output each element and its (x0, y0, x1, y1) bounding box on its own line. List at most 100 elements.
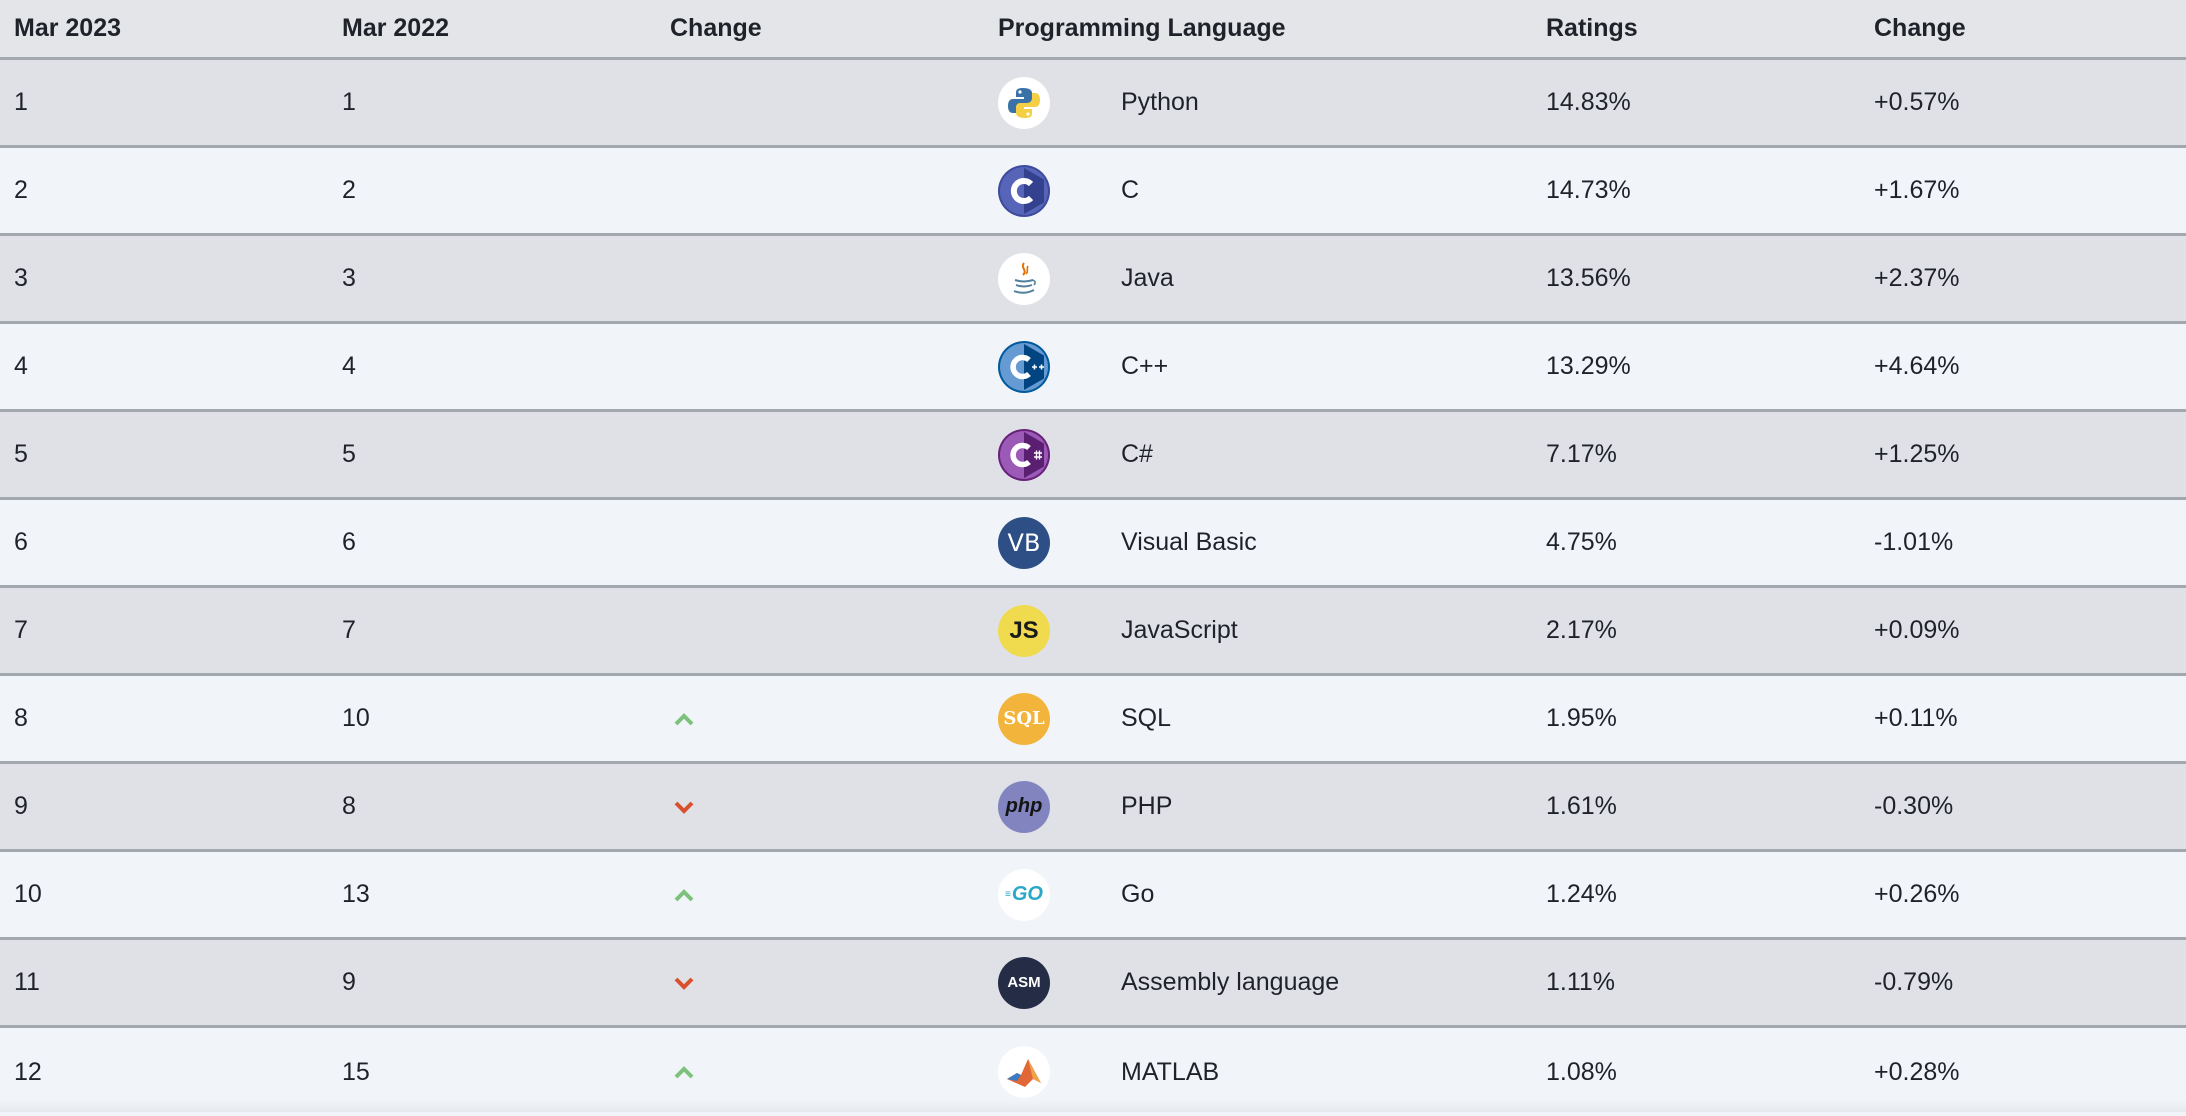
rank-mar-2023: 5 (14, 440, 28, 468)
rank-mar-2022: 7 (342, 616, 356, 644)
php-logo-icon: php (998, 780, 1050, 833)
rank-mar-2023: 3 (14, 264, 28, 292)
java-logo-icon (998, 252, 1050, 305)
rating-value: 1.95% (1546, 704, 1617, 732)
rank-mar-2022: 3 (342, 264, 356, 292)
rank-mar-2022: 6 (342, 528, 356, 556)
language-name[interactable]: MATLAB (1121, 1057, 1220, 1086)
rank-change-cell (670, 1028, 696, 1116)
language-name[interactable]: Go (1121, 880, 1155, 908)
c-logo-icon (998, 164, 1050, 217)
rating-change-value: +2.37% (1874, 264, 1960, 292)
rank-change-cell (670, 764, 696, 849)
table-row: 6 6 VB Visual Basic 4.75% -1.01% (0, 500, 2186, 588)
language-name[interactable]: Python (1121, 88, 1199, 116)
rank-mar-2022: 2 (342, 176, 356, 204)
rank-change-cell (670, 676, 696, 761)
rank-mar-2023: 2 (14, 176, 28, 204)
column-header-ratings[interactable]: Ratings (1546, 14, 1638, 42)
rank-mar-2022: 4 (342, 352, 356, 380)
matlab-logo-icon (998, 1046, 1050, 1098)
table-row: 3 3 Java 13.56% +2.37% (0, 236, 2186, 324)
rank-change-cell (670, 852, 696, 937)
table-row: 10 13 ≡ GO Go 1.24% +0.26% (0, 852, 2186, 940)
rating-value: 13.56% (1546, 264, 1631, 292)
asm-logo-icon: ASM (998, 956, 1050, 1009)
table-row: 7 7 JS JavaScript 2.17% +0.09% (0, 588, 2186, 676)
rating-change-value: +0.28% (1874, 1057, 1960, 1086)
rating-change-value: +0.57% (1874, 88, 1960, 116)
column-header-change[interactable]: Change (670, 14, 762, 42)
rating-value: 1.24% (1546, 880, 1617, 908)
language-name[interactable]: Assembly language (1121, 968, 1340, 996)
js-logo-text: JS (1009, 616, 1039, 644)
table-row: 8 10 SQL SQL 1.95% +0.11% (0, 676, 2186, 764)
rank-mar-2022: 13 (342, 880, 370, 908)
trend-up-icon (674, 1066, 694, 1079)
rank-mar-2022: 10 (342, 704, 370, 732)
table-row: 5 5 C# 7.17% +1.25% (0, 412, 2186, 500)
rating-change-value: -0.30% (1874, 792, 1954, 820)
rank-mar-2023: 9 (14, 792, 28, 820)
rank-mar-2023: 10 (14, 880, 42, 908)
javascript-logo-icon: JS (998, 604, 1050, 657)
language-name[interactable]: C (1121, 176, 1140, 204)
language-name[interactable]: Visual Basic (1121, 528, 1257, 556)
go-logo-text: GO (1011, 883, 1043, 905)
rating-value: 1.11% (1546, 968, 1616, 996)
rating-change-value: +0.11% (1874, 704, 1958, 732)
column-header-programming-language[interactable]: Programming Language (998, 14, 1286, 42)
rating-change-value: -0.79% (1874, 968, 1954, 996)
rating-value: 7.17% (1546, 440, 1617, 468)
table-row: 2 2 C 14.73% +1.67% (0, 148, 2186, 236)
language-name[interactable]: SQL (1121, 704, 1172, 732)
language-name[interactable]: Java (1121, 264, 1174, 292)
rating-change-value: -1.01% (1874, 528, 1954, 556)
rating-value: 14.83% (1546, 88, 1631, 116)
trend-up-icon (674, 712, 694, 725)
rank-mar-2023: 1 (14, 88, 28, 116)
vb-logo-icon: VB (998, 516, 1050, 569)
rank-mar-2022: 5 (342, 440, 356, 468)
vb-logo-text: VB (1007, 528, 1041, 557)
language-name[interactable]: JavaScript (1121, 616, 1238, 644)
table-header-row: Mar 2023 Mar 2022 Change Programming Lan… (0, 0, 2186, 60)
cpp-logo-icon (998, 340, 1050, 393)
rating-value: 1.61% (1546, 792, 1617, 820)
rating-value: 4.75% (1546, 528, 1617, 556)
rank-mar-2022: 15 (342, 1057, 370, 1086)
rank-mar-2023: 12 (14, 1057, 42, 1086)
rating-change-value: +1.25% (1874, 440, 1960, 468)
rank-mar-2023: 8 (14, 704, 28, 732)
rank-mar-2023: 7 (14, 616, 28, 644)
column-header-mar-2022[interactable]: Mar 2022 (342, 14, 450, 42)
language-name[interactable]: C++ (1121, 352, 1169, 380)
rating-change-value: +4.64% (1874, 352, 1960, 380)
rating-value: 13.29% (1546, 352, 1631, 380)
sql-logo-text: SQL (1003, 708, 1045, 729)
table-row: 11 9 ASM Assembly language 1.11% -0.79% (0, 940, 2186, 1028)
rating-value: 14.73% (1546, 176, 1631, 204)
rank-mar-2023: 4 (14, 352, 28, 380)
table-row: 4 4 C++ 13.29% +4.64% (0, 324, 2186, 412)
column-header-mar-2023[interactable]: Mar 2023 (14, 14, 122, 42)
trend-down-icon (674, 801, 694, 814)
rank-mar-2022: 9 (342, 968, 356, 996)
table-row: 9 8 php PHP 1.61% -0.30% (0, 764, 2186, 852)
rating-change-value: +0.09% (1874, 616, 1960, 644)
rank-mar-2023: 6 (14, 528, 28, 556)
asm-logo-text: ASM (1007, 974, 1041, 991)
trend-up-icon (674, 888, 694, 901)
rating-change-value: +0.26% (1874, 880, 1960, 908)
language-name[interactable]: PHP (1121, 792, 1173, 820)
language-name[interactable]: C# (1121, 440, 1153, 468)
column-header-rating-change[interactable]: Change (1874, 14, 1966, 42)
table-row: 1 1 Python 14.83% +0.57% (0, 60, 2186, 148)
trend-down-icon (674, 977, 694, 990)
rank-change-cell (670, 940, 696, 1025)
go-logo-icon: ≡ GO (998, 868, 1050, 921)
php-logo-text: php (1005, 795, 1043, 817)
rank-mar-2022: 1 (342, 88, 356, 116)
sql-logo-icon: SQL (998, 692, 1050, 745)
